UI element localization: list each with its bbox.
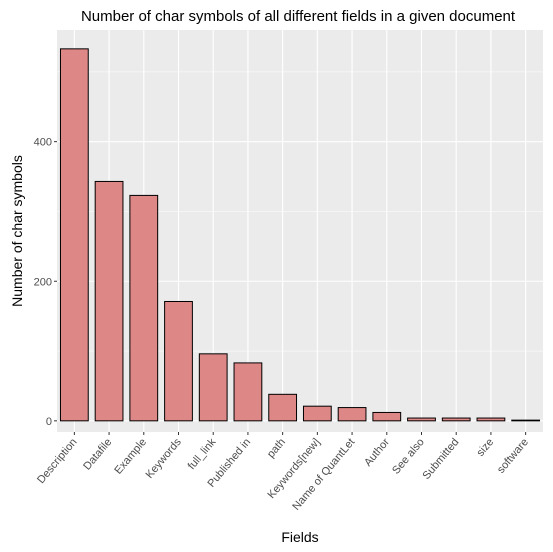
bar [164, 300, 193, 422]
bar [337, 407, 367, 422]
bar [476, 417, 506, 422]
chart-title: Number of char symbols of all different … [81, 8, 516, 25]
y-tick-label: 200 [34, 276, 52, 288]
bars [59, 48, 541, 422]
x-tick-label: Keywords [144, 436, 185, 481]
x-tick-label: Author [362, 436, 392, 469]
x-tick-label: Description [35, 436, 80, 486]
bar [59, 48, 89, 422]
y-axis: 0 200 400 [34, 137, 57, 428]
x-tick-label: path [265, 436, 288, 460]
y-axis-title: Number of char symbols [9, 155, 25, 307]
x-tick-label: Example [112, 436, 149, 476]
x-tick-label: size [474, 436, 496, 459]
bar [129, 194, 159, 422]
bar [94, 180, 124, 422]
x-tick-label: full_link [186, 436, 219, 472]
x-tick-label: Submitted [420, 436, 461, 482]
y-tick-label: 0 [46, 416, 52, 428]
x-tick-label: Datafile [81, 436, 114, 472]
bar [407, 417, 436, 422]
bar [372, 411, 402, 422]
bar [302, 405, 332, 422]
y-tick-label: 400 [34, 137, 52, 149]
bar [511, 419, 541, 422]
bar [268, 393, 298, 422]
x-tick-label: See also [390, 436, 427, 477]
bar [198, 353, 228, 422]
x-tick-label: software [495, 436, 531, 476]
x-axis-title: Fields [281, 529, 318, 545]
x-tick-label: Name of QuantLet [290, 436, 357, 513]
bar [441, 417, 471, 422]
bar [233, 362, 263, 422]
